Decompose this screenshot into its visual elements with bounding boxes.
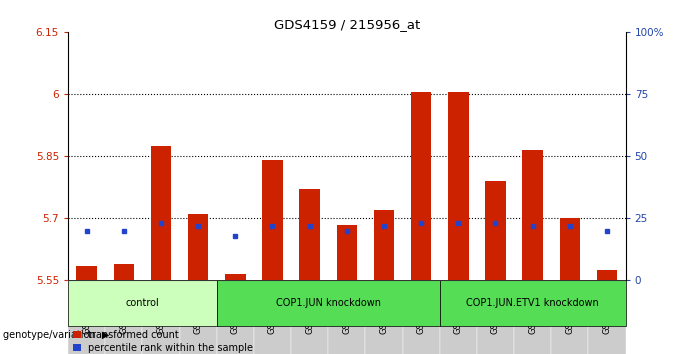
- Text: GSM689428: GSM689428: [119, 283, 129, 334]
- FancyBboxPatch shape: [365, 280, 403, 354]
- Bar: [299, 189, 320, 280]
- Bar: [188, 214, 208, 280]
- Bar: [522, 150, 543, 280]
- Text: GSM689414: GSM689414: [231, 283, 240, 334]
- Title: GDS4159 / 215956_at: GDS4159 / 215956_at: [273, 18, 420, 31]
- Bar: [560, 218, 580, 280]
- FancyBboxPatch shape: [217, 280, 254, 354]
- Text: GSM689413: GSM689413: [491, 283, 500, 334]
- Bar: [440, 280, 626, 326]
- FancyBboxPatch shape: [440, 280, 477, 354]
- Bar: [374, 210, 394, 280]
- Bar: [597, 270, 617, 280]
- Text: COP1.JUN knockdown: COP1.JUN knockdown: [275, 298, 381, 308]
- FancyBboxPatch shape: [477, 280, 514, 354]
- Text: GSM689425: GSM689425: [305, 283, 314, 334]
- FancyBboxPatch shape: [105, 280, 142, 354]
- Bar: [217, 280, 440, 326]
- Text: GSM689440: GSM689440: [417, 283, 426, 334]
- FancyBboxPatch shape: [403, 280, 440, 354]
- Text: control: control: [126, 298, 159, 308]
- Bar: [411, 92, 431, 280]
- FancyBboxPatch shape: [328, 280, 365, 354]
- Bar: [337, 224, 357, 280]
- FancyBboxPatch shape: [291, 280, 328, 354]
- FancyBboxPatch shape: [514, 280, 551, 354]
- Text: GSM689435: GSM689435: [194, 283, 203, 334]
- Text: GSM689418: GSM689418: [82, 283, 91, 334]
- Text: GSM689431: GSM689431: [565, 283, 575, 334]
- Text: COP1.JUN.ETV1 knockdown: COP1.JUN.ETV1 knockdown: [466, 298, 599, 308]
- Text: genotype/variation  ▶: genotype/variation ▶: [3, 330, 109, 339]
- Bar: [114, 264, 134, 280]
- Legend: transformed count, percentile rank within the sample: transformed count, percentile rank withi…: [73, 330, 254, 353]
- Bar: [448, 92, 469, 280]
- FancyBboxPatch shape: [588, 280, 626, 354]
- Text: GSM689422: GSM689422: [268, 283, 277, 334]
- Text: GSM689412: GSM689412: [454, 283, 463, 334]
- Bar: [76, 266, 97, 280]
- Bar: [486, 181, 506, 280]
- FancyBboxPatch shape: [68, 280, 105, 354]
- Bar: [151, 146, 171, 280]
- FancyBboxPatch shape: [254, 280, 291, 354]
- Text: GSM689432: GSM689432: [156, 283, 165, 334]
- Text: GSM689427: GSM689427: [342, 283, 352, 334]
- FancyBboxPatch shape: [180, 280, 217, 354]
- FancyBboxPatch shape: [551, 280, 588, 354]
- Bar: [225, 274, 245, 280]
- Text: GSM689417: GSM689417: [528, 283, 537, 334]
- Text: GSM689438: GSM689438: [602, 283, 611, 334]
- FancyBboxPatch shape: [142, 280, 180, 354]
- Bar: [68, 280, 217, 326]
- Bar: [262, 160, 283, 280]
- Text: GSM689439: GSM689439: [379, 283, 388, 334]
